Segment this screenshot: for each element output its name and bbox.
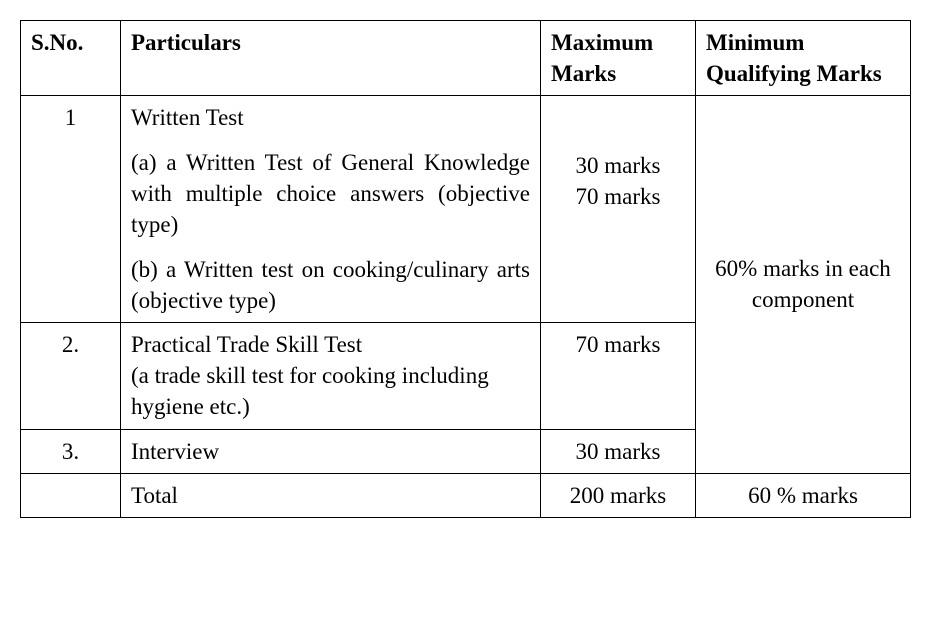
- header-particulars: Particulars: [121, 21, 541, 96]
- cell-max-marks: 70 marks: [541, 323, 696, 429]
- cell-total-min: 60 % marks: [696, 473, 911, 517]
- table-header-row: S.No. Particulars Maximum Marks Minimum …: [21, 21, 911, 96]
- table-row: 1 Written Test (a) a Written Test of Gen…: [21, 96, 911, 323]
- header-sno: S.No.: [21, 21, 121, 96]
- cell-particulars: Practical Trade Skill Test (a trade skil…: [121, 323, 541, 429]
- particulars-a: (a) a Written Test of General Knowledge …: [131, 147, 530, 240]
- marks-table: S.No. Particulars Maximum Marks Minimum …: [20, 20, 911, 518]
- cell-sno-empty: [21, 473, 121, 517]
- cell-sno: 1: [21, 96, 121, 323]
- table-total-row: Total 200 marks 60 % marks: [21, 473, 911, 517]
- header-min-marks: Minimum Qualifying Marks: [696, 21, 911, 96]
- max-marks-b: 70 marks: [576, 181, 661, 212]
- cell-min-marks-shared: 60% marks in each component: [696, 96, 911, 473]
- particulars-title: Written Test: [131, 102, 530, 133]
- cell-total-label: Total: [121, 473, 541, 517]
- cell-particulars: Written Test (a) a Written Test of Gener…: [121, 96, 541, 323]
- cell-max-marks: 30 marks 70 marks: [541, 96, 696, 323]
- cell-max-marks: 30 marks: [541, 429, 696, 473]
- cell-total-max: 200 marks: [541, 473, 696, 517]
- particulars-b: (b) a Written test on cooking/culinary a…: [131, 254, 530, 316]
- max-marks-a: 30 marks: [576, 150, 661, 181]
- header-max-marks: Maximum Marks: [541, 21, 696, 96]
- cell-sno: 2.: [21, 323, 121, 429]
- cell-sno: 3.: [21, 429, 121, 473]
- cell-particulars: Interview: [121, 429, 541, 473]
